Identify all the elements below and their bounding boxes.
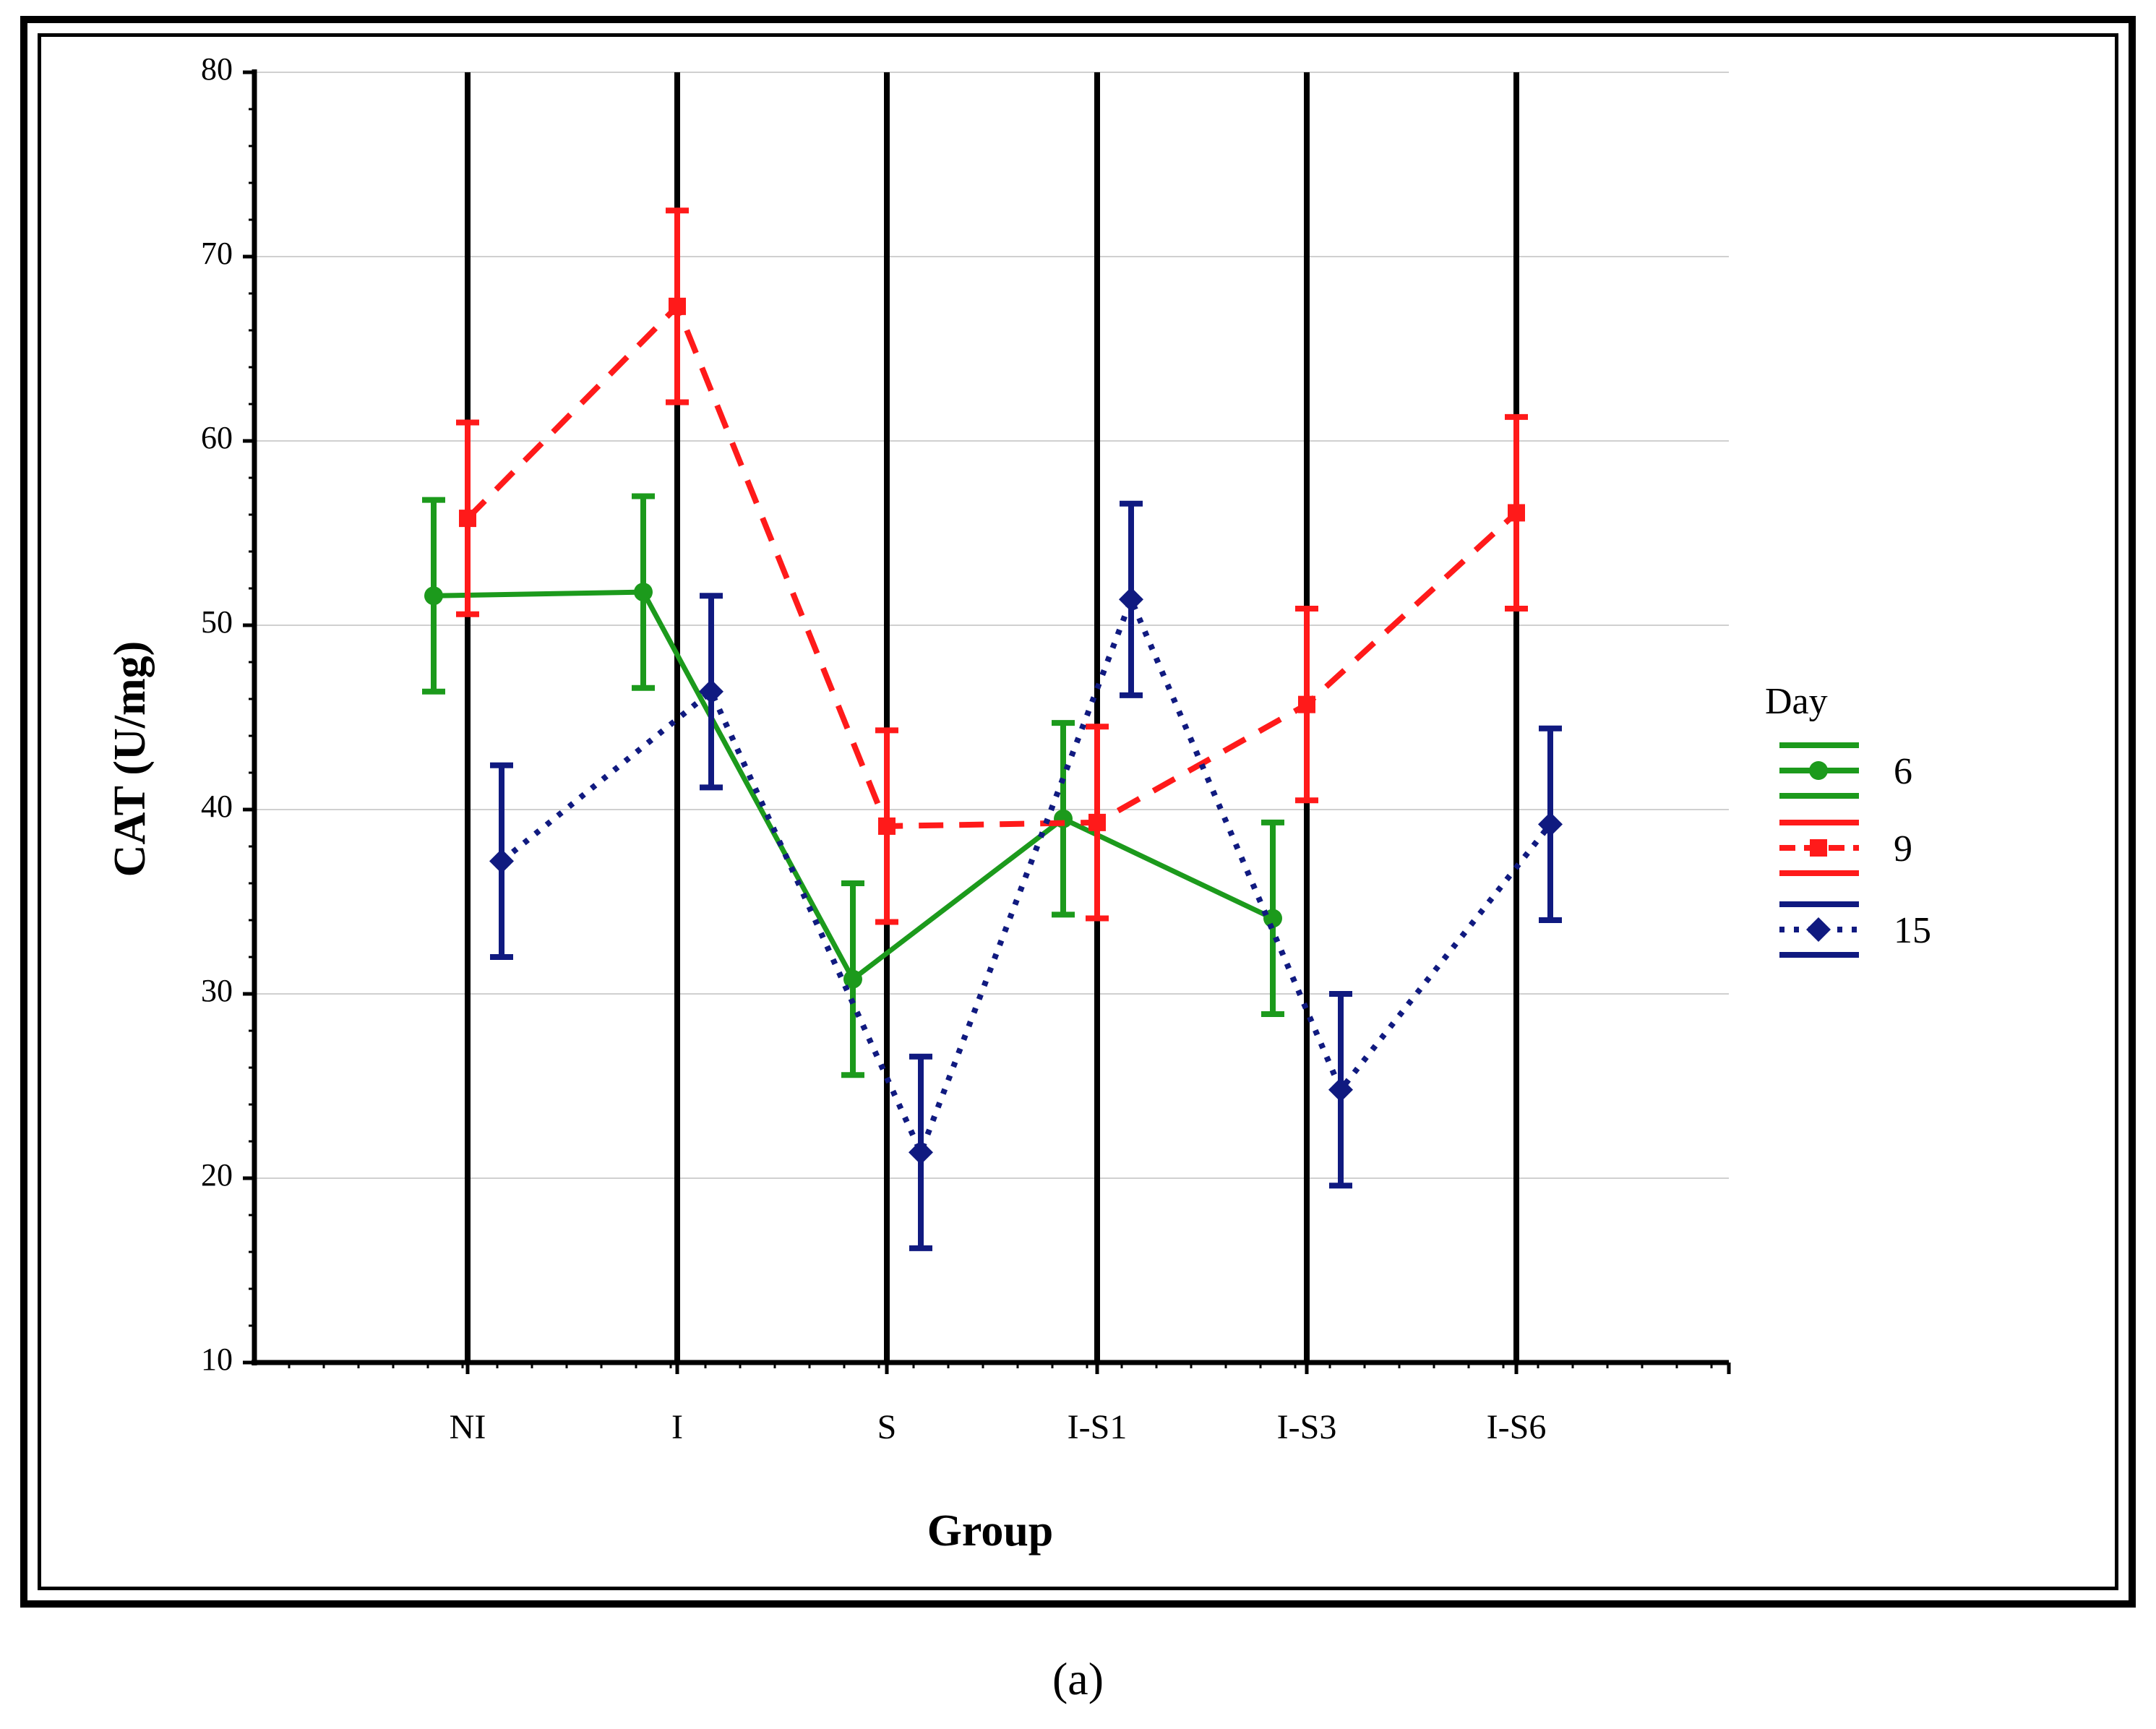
- data-point-day-9-NI: [459, 510, 476, 528]
- x-axis-title: Group: [927, 1506, 1054, 1556]
- legend-marker: [1810, 839, 1827, 857]
- data-point-day-6-NI: [424, 586, 443, 606]
- data-point-day-9-I-S3: [1298, 695, 1315, 713]
- x-tick-label-NI: NI: [450, 1408, 486, 1446]
- data-point-day-6-I: [634, 583, 653, 602]
- y-tick-label-50: 50: [201, 604, 233, 640]
- legend-label: 9: [1894, 828, 1912, 870]
- data-point-day-15-I-S1: [1119, 587, 1143, 612]
- data-point-day-15-I-S6: [1538, 812, 1563, 837]
- figure-caption: (a): [1052, 1653, 1104, 1704]
- data-point-day-6-S: [843, 969, 862, 989]
- legend-marker: [1806, 917, 1831, 942]
- series-line-day-9: [465, 303, 1519, 829]
- series-line-day-15: [499, 596, 1553, 1156]
- x-tick-label-S: S: [877, 1408, 897, 1446]
- legend-label: 15: [1894, 910, 1931, 951]
- legend-label: 6: [1894, 751, 1912, 792]
- series-day-15: [489, 500, 1563, 1251]
- y-tick-label-80: 80: [201, 51, 233, 87]
- axes: 10 20 30 40 50 60 70 80 NI I S I-S1 I-S3 I-S6: [201, 51, 1731, 1446]
- data-point-day-15-S: [909, 1140, 933, 1165]
- group-separator-lines: [465, 72, 1519, 1363]
- x-tick-label-I-S6: I-S6: [1487, 1408, 1547, 1446]
- data-point-day-9-S: [878, 817, 896, 835]
- data-point-day-9-I: [669, 297, 686, 315]
- figure-frame-inner: [38, 33, 2118, 1590]
- y-tick-label-60: 60: [201, 420, 233, 455]
- legend-entry-day-15: 15: [1779, 901, 1931, 958]
- y-tick-label-10: 10: [201, 1342, 233, 1377]
- y-axis-title: CAT (U/mg): [106, 641, 155, 878]
- legend-title: Day: [1765, 681, 1828, 722]
- series-layer: [422, 207, 1563, 1251]
- y-tick-label-30: 30: [201, 973, 233, 1008]
- x-tick-label-I-S1: I-S1: [1068, 1408, 1128, 1446]
- legend-marker: [1809, 761, 1828, 780]
- series-day-9: [456, 207, 1528, 925]
- data-point-day-15-I-S3: [1328, 1077, 1353, 1102]
- legend-entry-day-6: 6: [1779, 742, 1912, 799]
- legend-entry-day-9: 9: [1779, 820, 1912, 876]
- data-point-day-9-I-S6: [1508, 504, 1525, 522]
- data-point-day-15-I: [699, 679, 723, 704]
- y-tick-label-70: 70: [201, 236, 233, 271]
- x-tick-label-I-S3: I-S3: [1277, 1408, 1337, 1446]
- legend: Day 6 9 15: [1765, 681, 1931, 958]
- series-day-6: [422, 493, 1284, 1078]
- figure-frame-outer: [20, 16, 2136, 1608]
- data-point-day-15-NI: [489, 849, 514, 874]
- y-tick-label-20: 20: [201, 1157, 233, 1193]
- grid-lines: [254, 72, 1729, 1179]
- x-tick-label-I: I: [671, 1408, 683, 1446]
- data-point-day-9-I-S1: [1088, 813, 1106, 831]
- y-tick-label-40: 40: [201, 789, 233, 824]
